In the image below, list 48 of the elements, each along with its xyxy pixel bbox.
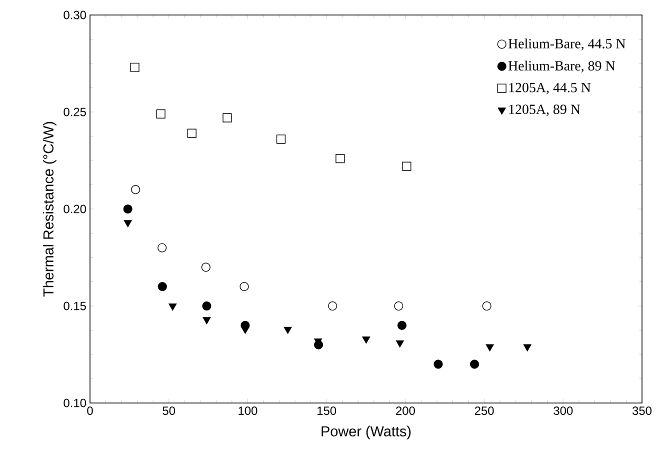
legend-label: Helium-Bare, 89 N: [508, 60, 615, 73]
point: [394, 301, 404, 311]
point: [158, 243, 167, 252]
point: [130, 62, 140, 72]
legend-label: 1205A, 44.5 N: [509, 82, 591, 94]
y-tick-label: 0.15: [64, 302, 86, 310]
point: [156, 109, 166, 118]
x-tick-label: 250: [474, 406, 494, 415]
x-tick-label: 200: [396, 406, 415, 415]
point: [222, 113, 232, 122]
point: [201, 262, 210, 272]
point: [284, 326, 292, 334]
point: [202, 301, 212, 311]
x-axis-title: Power (Watts): [322, 426, 411, 440]
point: [187, 128, 196, 138]
point: [482, 301, 492, 311]
point: [362, 336, 370, 344]
point: [396, 340, 404, 348]
point: [397, 320, 407, 330]
x-tick-label: 0: [87, 406, 93, 415]
y-axis-title: Thermal Resistance (°C/W): [42, 122, 56, 297]
point: [168, 304, 177, 311]
point: [202, 317, 211, 324]
x-tick-label: 300: [554, 406, 573, 415]
point: [131, 185, 140, 194]
point: [328, 301, 338, 311]
x-tick-label: 50: [162, 406, 176, 415]
point: [276, 134, 286, 144]
point: [123, 204, 132, 214]
x-tick-label: 150: [318, 406, 336, 415]
x-tick-label: 100: [238, 406, 258, 415]
point: [241, 326, 250, 334]
legend-label: Helium-Bare, 44.5 N: [508, 38, 626, 50]
point: [124, 220, 132, 228]
point: [240, 282, 249, 292]
point: [434, 360, 443, 369]
point: [158, 282, 167, 292]
point: [470, 360, 480, 369]
legend-label: 1205A, 89 N: [509, 104, 580, 116]
point: [336, 154, 345, 164]
point: [523, 344, 532, 352]
y-tick-label: 0.25: [64, 108, 86, 116]
y-tick-label: 0.30: [64, 10, 86, 20]
point: [486, 344, 494, 352]
y-tick-label: 0.10: [64, 398, 86, 408]
y-tick-label: 0.20: [64, 204, 86, 214]
x-tick-label: 350: [632, 406, 652, 415]
point: [402, 162, 412, 171]
